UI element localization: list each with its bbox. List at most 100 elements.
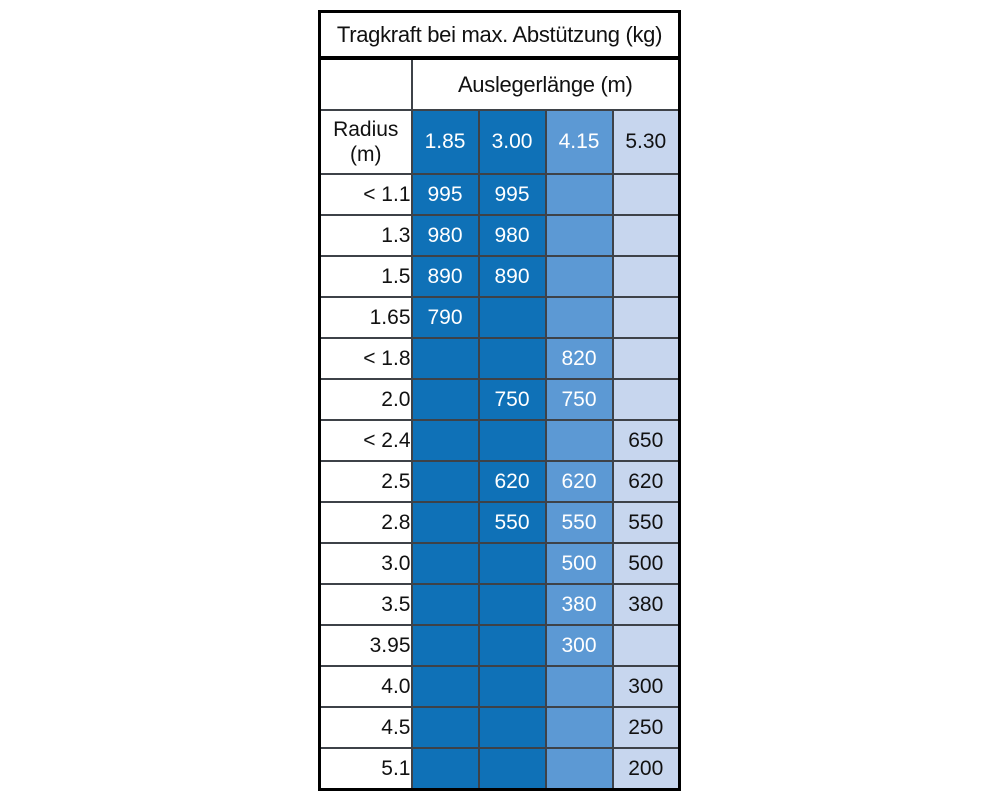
table-row: 1.65 790 — [318, 296, 681, 339]
table-row: 4.0 300 — [318, 665, 681, 708]
capacity-cell-empty — [410, 419, 480, 462]
capacity-cell: 980 — [410, 214, 480, 257]
radius-cell: 2.8 — [318, 501, 413, 544]
capacity-cell-empty — [611, 214, 681, 257]
capacity-cell: 550 — [544, 501, 614, 544]
group-header-row: Auslegerlänge (m) — [318, 57, 681, 111]
capacity-cell-empty — [544, 419, 614, 462]
radius-cell: < 1.1 — [318, 173, 413, 216]
table-row: 2.5 620 620 620 — [318, 460, 681, 503]
capacity-cell-empty — [410, 706, 480, 749]
capacity-cell: 995 — [410, 173, 480, 216]
radius-cell: 2.5 — [318, 460, 413, 503]
capacity-cell-empty — [410, 378, 480, 421]
radius-cell: 4.5 — [318, 706, 413, 749]
table-row: < 2.4 650 — [318, 419, 681, 462]
capacity-cell: 380 — [544, 583, 614, 626]
radius-cell: 1.65 — [318, 296, 413, 339]
radius-cell: < 2.4 — [318, 419, 413, 462]
radius-cell: 1.5 — [318, 255, 413, 298]
table-row: < 1.1 995 995 — [318, 173, 681, 216]
capacity-cell: 620 — [544, 460, 614, 503]
column-header-boom-3.00: 3.00 — [477, 109, 547, 175]
radius-cell: 1.3 — [318, 214, 413, 257]
capacity-cell-empty — [477, 542, 547, 585]
radius-cell: 3.0 — [318, 542, 413, 585]
capacity-cell-empty — [410, 337, 480, 380]
capacity-cell-empty — [410, 501, 480, 544]
capacity-cell-empty — [477, 624, 547, 667]
table-row: < 1.8 820 — [318, 337, 681, 380]
radius-cell: 5.1 — [318, 747, 413, 791]
radius-cell: < 1.8 — [318, 337, 413, 380]
capacity-cell: 620 — [477, 460, 547, 503]
radius-header-line1: Radius — [333, 117, 399, 141]
title-row: Tragkraft bei max. Abstützung (kg) — [318, 10, 681, 60]
capacity-cell-empty — [611, 378, 681, 421]
radius-cell: 3.5 — [318, 583, 413, 626]
capacity-cell-empty — [611, 296, 681, 339]
radius-cell: 2.0 — [318, 378, 413, 421]
capacity-cell-empty — [410, 583, 480, 626]
column-header-boom-1.85: 1.85 — [410, 109, 480, 175]
capacity-cell-empty — [477, 665, 547, 708]
table-row: 5.1 200 — [318, 747, 681, 791]
capacity-cell: 550 — [611, 501, 681, 544]
table-row: 3.5 380 380 — [318, 583, 681, 626]
radius-header: Radius (m) — [318, 109, 413, 175]
capacity-cell-empty — [544, 747, 614, 791]
capacity-cell: 995 — [477, 173, 547, 216]
capacity-cell: 200 — [611, 747, 681, 791]
capacity-cell-empty — [544, 706, 614, 749]
corner-cell — [318, 57, 413, 111]
capacity-cell: 300 — [611, 665, 681, 708]
capacity-cell-empty — [410, 747, 480, 791]
radius-header-line2: (m) — [350, 143, 382, 166]
capacity-cell: 500 — [611, 542, 681, 585]
capacity-cell: 550 — [477, 501, 547, 544]
capacity-cell: 300 — [544, 624, 614, 667]
table-row: 1.5 890 890 — [318, 255, 681, 298]
capacity-cell-empty — [410, 665, 480, 708]
capacity-cell-empty — [544, 665, 614, 708]
capacity-cell-empty — [611, 624, 681, 667]
capacity-cell: 650 — [611, 419, 681, 462]
capacity-cell: 500 — [544, 542, 614, 585]
capacity-cell: 750 — [544, 378, 614, 421]
capacity-cell-empty — [410, 460, 480, 503]
capacity-cell: 890 — [410, 255, 480, 298]
capacity-cell-empty — [611, 173, 681, 216]
capacity-cell-empty — [544, 296, 614, 339]
capacity-cell-empty — [477, 337, 547, 380]
capacity-cell: 980 — [477, 214, 547, 257]
capacity-cell-empty — [410, 542, 480, 585]
capacity-cell: 890 — [477, 255, 547, 298]
table-row: 2.8 550 550 550 — [318, 501, 681, 544]
capacity-cell-empty — [611, 337, 681, 380]
column-header-boom-4.15: 4.15 — [544, 109, 614, 175]
boom-length-header: Auslegerlänge (m) — [410, 57, 681, 111]
capacity-cell: 620 — [611, 460, 681, 503]
capacity-cell-empty — [410, 624, 480, 667]
capacity-cell-empty — [544, 214, 614, 257]
capacity-cell-empty — [611, 255, 681, 298]
capacity-cell: 820 — [544, 337, 614, 380]
table-row: 3.0 500 500 — [318, 542, 681, 585]
capacity-cell: 790 — [410, 296, 480, 339]
column-header-boom-5.30: 5.30 — [611, 109, 681, 175]
capacity-cell-empty — [477, 419, 547, 462]
capacity-cell: 750 — [477, 378, 547, 421]
radius-cell: 4.0 — [318, 665, 413, 708]
capacity-cell-empty — [477, 296, 547, 339]
radius-cell: 3.95 — [318, 624, 413, 667]
column-header-row: Radius (m) 1.85 3.00 4.15 5.30 — [318, 109, 681, 175]
capacity-cell: 380 — [611, 583, 681, 626]
table-title: Tragkraft bei max. Abstützung (kg) — [318, 10, 681, 60]
capacity-cell-empty — [544, 173, 614, 216]
table-row: 2.0 750 750 — [318, 378, 681, 421]
capacity-cell-empty — [544, 255, 614, 298]
load-capacity-table: Tragkraft bei max. Abstützung (kg) Ausle… — [318, 10, 682, 791]
capacity-cell-empty — [477, 583, 547, 626]
table-row: 4.5 250 — [318, 706, 681, 749]
